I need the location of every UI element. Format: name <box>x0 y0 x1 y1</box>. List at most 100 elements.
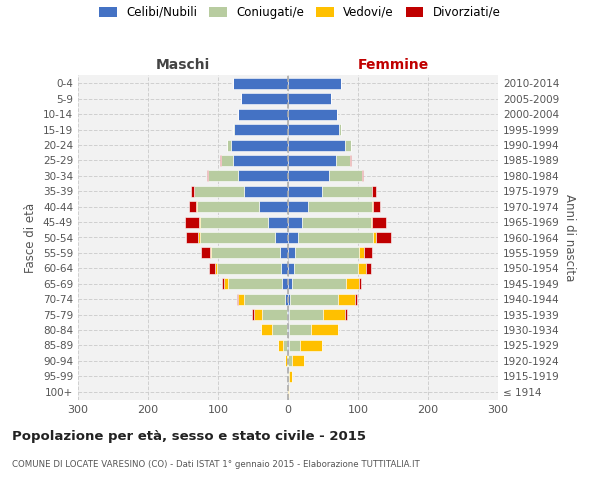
Bar <box>241 94 288 104</box>
Bar <box>215 263 217 274</box>
Bar <box>295 248 359 258</box>
Bar <box>288 201 308 212</box>
Bar <box>288 278 292 289</box>
Bar <box>288 124 339 135</box>
Bar <box>259 201 288 212</box>
Bar <box>346 309 347 320</box>
Bar <box>244 294 284 304</box>
Bar <box>287 340 288 351</box>
Bar <box>185 216 199 228</box>
Bar <box>364 248 372 258</box>
Bar <box>209 248 211 258</box>
Bar <box>308 201 372 212</box>
Bar <box>290 294 338 304</box>
Bar <box>288 263 293 274</box>
Bar <box>289 309 323 320</box>
Bar <box>200 216 268 228</box>
Bar <box>260 324 262 336</box>
Bar <box>322 186 372 197</box>
Bar <box>275 232 288 243</box>
Bar <box>329 170 361 181</box>
Text: COMUNE DI LOCATE VARESINO (CO) - Dati ISTAT 1° gennaio 2015 - Elaborazione TUTTI: COMUNE DI LOCATE VARESINO (CO) - Dati IS… <box>12 460 420 469</box>
Bar <box>191 186 193 197</box>
Bar <box>359 278 361 289</box>
Bar <box>289 324 311 336</box>
Bar <box>281 263 288 274</box>
Bar <box>335 155 350 166</box>
Bar <box>280 248 288 258</box>
Bar <box>190 201 196 212</box>
Bar <box>372 186 376 197</box>
Bar <box>302 216 371 228</box>
Bar <box>350 155 351 166</box>
Bar <box>323 309 346 320</box>
Y-axis label: Anni di nascita: Anni di nascita <box>563 194 576 281</box>
Bar <box>288 248 295 258</box>
Bar <box>288 370 289 382</box>
Bar <box>268 216 288 228</box>
Bar <box>217 263 281 274</box>
Bar <box>283 278 288 289</box>
Bar <box>284 294 288 304</box>
Bar <box>288 216 302 228</box>
Bar <box>288 355 292 366</box>
Bar <box>372 201 373 212</box>
Bar <box>288 108 337 120</box>
Bar <box>287 309 288 320</box>
Bar <box>298 232 373 243</box>
Bar <box>288 294 290 304</box>
Bar <box>288 94 331 104</box>
Bar <box>238 294 244 304</box>
Bar <box>287 355 288 366</box>
Bar <box>367 263 371 274</box>
Bar <box>238 170 288 181</box>
Text: Maschi: Maschi <box>156 58 210 72</box>
Bar <box>244 186 288 197</box>
Bar <box>361 170 363 181</box>
Bar <box>201 248 209 258</box>
Bar <box>346 140 351 150</box>
Bar <box>234 124 288 135</box>
Bar <box>252 309 254 320</box>
Bar <box>233 78 288 89</box>
Bar <box>220 155 221 166</box>
Bar <box>373 201 380 212</box>
Bar <box>288 324 289 336</box>
Bar <box>233 155 288 166</box>
Bar <box>288 170 329 181</box>
Bar <box>355 294 356 304</box>
Bar <box>288 78 341 89</box>
Bar <box>186 232 199 243</box>
Bar <box>287 324 288 336</box>
Bar <box>233 124 234 135</box>
Bar <box>211 248 280 258</box>
Bar <box>288 140 346 150</box>
Bar <box>288 309 289 320</box>
Bar <box>227 140 230 150</box>
Bar <box>207 170 208 181</box>
Bar <box>288 340 289 351</box>
Legend: Celibi/Nubili, Coniugati/e, Vedovi/e, Divorziati/e: Celibi/Nubili, Coniugati/e, Vedovi/e, Di… <box>99 6 501 19</box>
Bar <box>262 309 287 320</box>
Bar <box>311 324 338 336</box>
Bar <box>372 216 386 228</box>
Bar <box>359 248 364 258</box>
Bar <box>196 201 197 212</box>
Bar <box>346 278 359 289</box>
Bar <box>221 155 233 166</box>
Bar <box>277 340 283 351</box>
Bar <box>228 278 283 289</box>
Bar <box>200 232 275 243</box>
Bar <box>238 108 288 120</box>
Bar <box>289 340 300 351</box>
Bar <box>288 232 298 243</box>
Bar <box>199 232 200 243</box>
Bar <box>338 294 355 304</box>
Bar <box>371 216 372 228</box>
Bar <box>199 216 200 228</box>
Bar <box>288 386 289 397</box>
Bar <box>373 232 376 243</box>
Bar <box>288 155 335 166</box>
Bar <box>293 263 358 274</box>
Bar <box>339 124 341 135</box>
